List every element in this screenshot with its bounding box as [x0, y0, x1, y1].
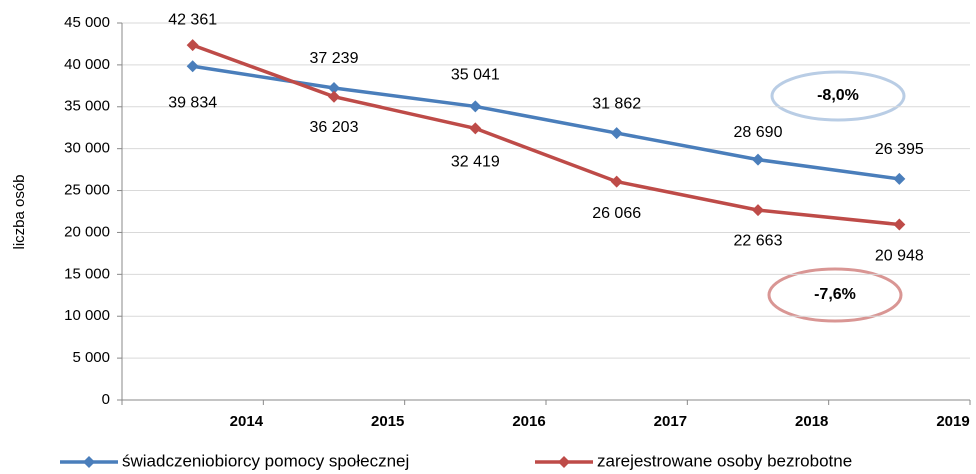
x-tick-label: 2016: [512, 413, 545, 430]
legend-marker: [558, 456, 570, 468]
data-label: 35 041: [451, 67, 500, 84]
x-tick-label: 2017: [654, 413, 687, 430]
y-tick-label: 45 000: [64, 14, 110, 31]
annotation-ellipse: [767, 267, 903, 323]
x-tick-label: 2014: [230, 413, 264, 430]
series-line: [192, 64, 900, 181]
data-label: 26 395: [875, 141, 924, 158]
legend-label: zarejestrowane osoby bezrobotne: [597, 451, 852, 470]
data-label: 20 948: [875, 248, 924, 265]
legend-marker: [83, 456, 95, 468]
marker: [469, 122, 482, 135]
y-tick-label: 35 000: [64, 98, 110, 115]
marker: [893, 218, 906, 231]
series-line: [192, 43, 900, 227]
y-tick-label: 25 000: [64, 182, 110, 199]
marker: [752, 153, 764, 166]
marker: [469, 100, 482, 113]
data-label: 32 419: [451, 154, 500, 171]
y-axis-label: liczba osób: [11, 174, 28, 249]
data-label: 39 834: [168, 94, 217, 111]
y-tick-label: 10 000: [64, 307, 110, 324]
x-tick-label: 2018: [795, 413, 828, 430]
marker: [186, 60, 199, 73]
data-label: 22 663: [734, 232, 783, 249]
legend-label: świadczeniobiorcy pomocy społecznej: [122, 451, 409, 470]
marker: [328, 90, 340, 103]
marker: [186, 39, 199, 52]
y-tick-label: 30 000: [64, 140, 110, 157]
marker: [610, 127, 623, 140]
y-tick-label: 15 000: [64, 265, 110, 282]
marker: [893, 172, 906, 185]
annotation-ellipse: [770, 70, 906, 122]
data-label: 31 862: [592, 95, 641, 112]
y-tick-label: 5 000: [72, 349, 110, 366]
data-label: 28 690: [734, 124, 783, 141]
x-tick-label: 2015: [371, 413, 404, 430]
y-tick-label: 0: [102, 391, 110, 408]
data-label: 36 203: [310, 119, 359, 136]
data-label: 37 239: [310, 50, 359, 67]
y-tick-label: 40 000: [64, 56, 110, 73]
marker: [610, 175, 623, 188]
x-tick-label: 2019: [936, 413, 969, 430]
annotation: -8,0%: [817, 87, 859, 104]
marker: [328, 82, 340, 95]
annotation: -7,6%: [814, 286, 856, 303]
y-tick-label: 20 000: [64, 223, 110, 240]
data-label: 42 361: [168, 11, 217, 28]
data-label: 26 066: [592, 205, 641, 222]
marker: [752, 204, 764, 217]
